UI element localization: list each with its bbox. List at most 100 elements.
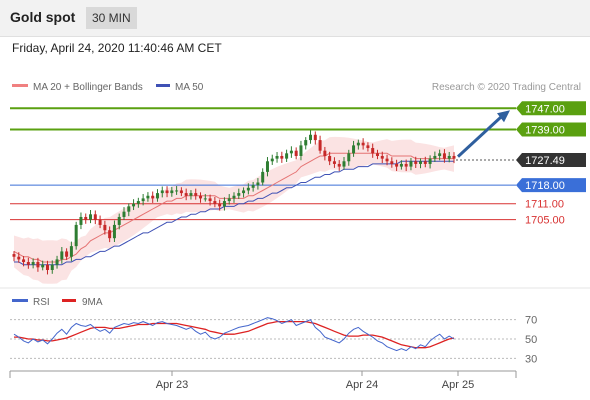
- candle-body: [309, 134, 313, 141]
- rsi-pane: 30 50 70: [10, 315, 537, 365]
- price-tag-bg-1718.00: [516, 178, 586, 193]
- price-tag-bg-1747.00: [516, 101, 586, 116]
- candle-body: [270, 158, 274, 162]
- bollinger-band-fill: [14, 136, 454, 284]
- candle-body: [65, 251, 69, 257]
- candlesticks: [12, 130, 456, 275]
- candle-body: [380, 155, 384, 159]
- candle-body: [447, 155, 451, 159]
- timestamp: Friday, April 24, 2020 11:40:46 AM CET: [12, 41, 222, 55]
- candle-body: [375, 153, 379, 156]
- candle-body: [199, 195, 203, 199]
- candle-body: [256, 182, 260, 186]
- candle-body: [170, 190, 174, 194]
- candle-body: [251, 185, 255, 188]
- rsi-legend-label: RSI: [33, 297, 50, 308]
- candle-body: [103, 224, 107, 231]
- ma20-legend-swatch: [12, 84, 28, 87]
- candle-body: [356, 142, 360, 146]
- candle-body: [41, 264, 45, 268]
- ma50-legend-label: MA 50: [175, 82, 204, 93]
- candle-body: [299, 145, 303, 156]
- candle-body: [17, 256, 21, 260]
- rsi-line: [13, 317, 455, 352]
- rsi-ma-line: [14, 320, 455, 349]
- x-tick-label: Apr 25: [442, 379, 474, 391]
- x-tick-label: Apr 23: [156, 379, 188, 391]
- price-tags: 1747.00 1739.00 1727.49 1718.00 1711.00 1705.…: [516, 101, 586, 227]
- candle-body: [332, 161, 336, 164]
- price-tag-1705.00: 1705.00: [525, 215, 565, 227]
- candle-body: [419, 161, 423, 164]
- candle-body: [50, 264, 54, 270]
- candle-body: [342, 161, 346, 167]
- candle-body: [12, 254, 16, 257]
- candle-body: [208, 198, 212, 202]
- candle-body: [117, 216, 121, 225]
- instrument-title: Gold spot: [10, 9, 76, 25]
- candle-body: [261, 171, 265, 183]
- candle-body: [194, 193, 198, 196]
- candle-body: [155, 193, 159, 199]
- price-tag-bg-1727.49: [516, 152, 586, 167]
- candle-body: [136, 201, 140, 204]
- candle-body: [45, 264, 49, 270]
- projection-arrow-shaft: [456, 113, 506, 158]
- candle-body: [352, 145, 356, 154]
- credit-label: Research © 2020 Trading Central: [432, 82, 581, 93]
- candle-body: [409, 161, 413, 167]
- candle-body: [423, 161, 427, 164]
- candle-body: [89, 214, 93, 220]
- bollinger-bands: [14, 136, 454, 284]
- rsi-legend-swatch: [12, 299, 28, 302]
- candle-body: [275, 155, 279, 159]
- rsi-ma-legend-label: 9MA: [82, 297, 103, 308]
- candle-body: [318, 140, 322, 151]
- candle-body: [31, 262, 35, 265]
- candle-body: [179, 190, 183, 194]
- candle-body: [280, 155, 284, 159]
- candle-body: [160, 190, 164, 194]
- ma50-legend-swatch: [156, 84, 170, 87]
- ma20-legend-label: MA 20 + Bollinger Bands: [33, 82, 143, 93]
- candle-body: [218, 203, 222, 207]
- candle-body: [323, 150, 327, 156]
- candle-body: [304, 140, 308, 146]
- candle-body: [438, 153, 442, 156]
- candle-body: [399, 163, 403, 167]
- candle-body: [184, 193, 188, 196]
- candle-body: [242, 190, 246, 194]
- candle-body: [385, 158, 389, 162]
- candle-body: [112, 224, 116, 239]
- candle-body: [246, 187, 250, 191]
- candle-body: [404, 163, 408, 167]
- candle-body: [395, 163, 399, 167]
- rsi-ma-legend-swatch: [62, 299, 76, 302]
- candle-body: [361, 142, 365, 146]
- candle-body: [55, 259, 59, 265]
- candle-body: [414, 161, 418, 164]
- candle-body: [127, 206, 131, 212]
- candle-body: [84, 216, 88, 220]
- candle-body: [146, 195, 150, 199]
- candle-body: [452, 155, 456, 159]
- candle-body: [151, 195, 155, 199]
- timeframe-badge[interactable]: 30 MIN: [86, 7, 137, 29]
- candle-body: [93, 214, 97, 220]
- candle-body: [108, 230, 112, 239]
- candle-body: [328, 155, 332, 162]
- candle-body: [294, 150, 298, 156]
- price-tag-1727.49: 1727.49: [525, 155, 565, 167]
- candle-body: [141, 198, 145, 202]
- candle-body: [371, 148, 375, 154]
- candle-body: [60, 251, 64, 260]
- rsi-tick-label: 30: [525, 353, 537, 365]
- candle-body: [132, 203, 136, 207]
- candle-body: [442, 153, 446, 159]
- ma50-line: [14, 160, 454, 266]
- candle-body: [175, 190, 179, 192]
- candle-body: [237, 193, 241, 196]
- candle-body: [347, 153, 351, 162]
